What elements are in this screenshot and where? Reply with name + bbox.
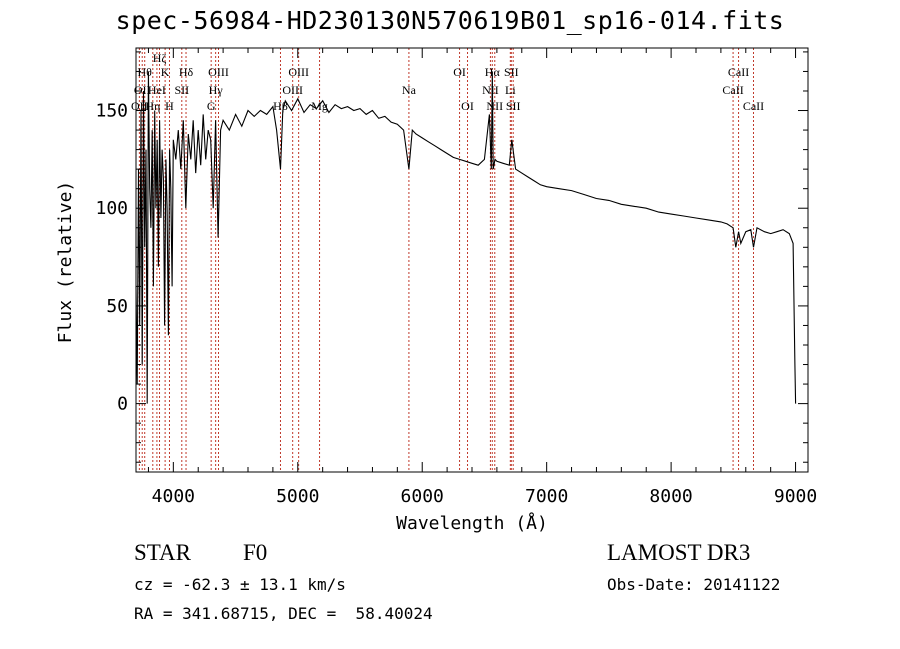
line-label: Na xyxy=(402,83,417,97)
line-label: Hγ xyxy=(209,83,224,97)
survey-name: LAMOST DR3 xyxy=(607,540,751,565)
line-label: H xyxy=(165,99,174,113)
emission-line-markers xyxy=(138,48,754,472)
emission-line-labels: OIIOIIHθHηHeIHζKHSIIHδGHγOIIIHβOIIIOIIIM… xyxy=(131,51,764,113)
line-label: Hη xyxy=(145,99,160,113)
line-label: OII xyxy=(134,83,151,97)
x-tick-label: 5000 xyxy=(276,486,319,507)
line-label: CaII xyxy=(743,99,764,113)
x-tick-label: 6000 xyxy=(401,486,444,507)
line-label: SII xyxy=(504,65,519,79)
y-axis-label: Flux (relative) xyxy=(55,181,76,344)
y-tick-label: 150 xyxy=(95,101,128,122)
line-label: OIII xyxy=(282,83,303,97)
line-label: NII xyxy=(486,99,503,113)
coordinates: RA = 341.68715, DEC = 58.40024 xyxy=(134,604,433,623)
x-tick-label: 8000 xyxy=(649,486,692,507)
object-type: STAR xyxy=(134,540,191,565)
line-label: OI xyxy=(453,65,466,79)
line-label: HeI xyxy=(148,83,166,97)
x-axis-ticks: 4000 5000 6000 7000 8000 9000 xyxy=(147,48,817,507)
line-label: SII xyxy=(174,83,189,97)
x-tick-label: 9000 xyxy=(774,486,817,507)
y-tick-label: 50 xyxy=(106,296,128,317)
line-label: OI xyxy=(461,99,474,113)
line-label: SII xyxy=(506,99,521,113)
x-tick-label: 4000 xyxy=(152,486,195,507)
spectrum-line xyxy=(135,71,797,404)
redshift-velocity: cz = -62.3 ± 13.1 km/s xyxy=(134,575,346,594)
line-label: K xyxy=(161,65,170,79)
line-label: CaII xyxy=(728,65,749,79)
line-label: Hδ xyxy=(179,65,194,79)
line-label: NII xyxy=(482,83,499,97)
y-axis-ticks: 0 50 100 150 xyxy=(95,51,808,463)
observation-date: Obs-Date: 20141122 xyxy=(607,575,781,594)
spectral-class: F0 xyxy=(243,540,268,565)
chart-title: spec-56984-HD230130N570619B01_sp16-014.f… xyxy=(115,6,785,35)
y-tick-label: 0 xyxy=(117,394,128,415)
line-label: CaII xyxy=(722,83,743,97)
y-tick-label: 100 xyxy=(95,198,128,219)
line-label: OIII xyxy=(288,65,309,79)
line-label: Hβ xyxy=(273,99,288,113)
line-label: Hθ xyxy=(138,65,153,79)
line-label: OIII xyxy=(208,65,229,79)
x-tick-label: 7000 xyxy=(525,486,568,507)
line-label: Li xyxy=(505,83,516,97)
line-label: G xyxy=(207,99,216,113)
x-axis-label: Wavelength (Å) xyxy=(396,512,548,534)
line-label: Hζ xyxy=(153,51,167,65)
